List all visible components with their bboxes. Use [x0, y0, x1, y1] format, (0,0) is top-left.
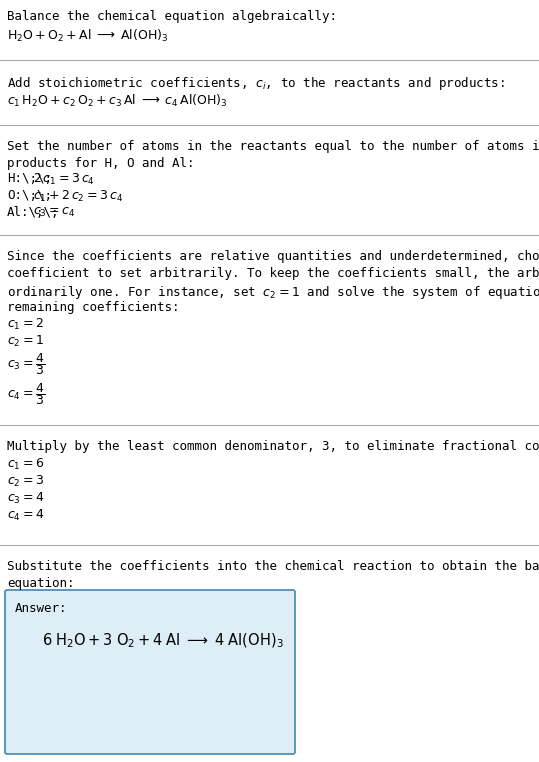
Text: H:\;\;: H:\;\; — [7, 172, 52, 185]
Text: $2\,c_1 = 3\,c_4$: $2\,c_1 = 3\,c_4$ — [33, 172, 95, 187]
FancyBboxPatch shape — [5, 590, 295, 754]
Text: $c_2 = 1$: $c_2 = 1$ — [7, 334, 44, 349]
Text: Set the number of atoms in the reactants equal to the number of atoms in the: Set the number of atoms in the reactants… — [7, 140, 539, 153]
Text: Balance the chemical equation algebraically:: Balance the chemical equation algebraica… — [7, 10, 337, 23]
Text: equation:: equation: — [7, 577, 74, 590]
Text: $c_2 = 3$: $c_2 = 3$ — [7, 474, 44, 489]
Text: Multiply by the least common denominator, 3, to eliminate fractional coefficient: Multiply by the least common denominator… — [7, 440, 539, 453]
Text: $6\;\mathrm{H_2O} + 3\;\mathrm{O_2} + 4\;\mathrm{Al}\;\longrightarrow\; 4\;\math: $6\;\mathrm{H_2O} + 3\;\mathrm{O_2} + 4\… — [42, 632, 284, 651]
Text: ordinarily one. For instance, set $c_2 = 1$ and solve the system of equations fo: ordinarily one. For instance, set $c_2 =… — [7, 284, 539, 301]
Text: $c_1 + 2\,c_2 = 3\,c_4$: $c_1 + 2\,c_2 = 3\,c_4$ — [33, 189, 123, 204]
Text: $c_3 = 4$: $c_3 = 4$ — [7, 491, 44, 506]
Text: $c_3 = c_4$: $c_3 = c_4$ — [33, 206, 75, 219]
Text: $\mathrm{H_2O + O_2 + Al} \;\longrightarrow\; \mathrm{Al(OH)_3}$: $\mathrm{H_2O + O_2 + Al} \;\longrightar… — [7, 28, 169, 44]
Text: products for H, O and Al:: products for H, O and Al: — [7, 157, 195, 170]
Text: Al:\;\;: Al:\;\; — [7, 206, 59, 219]
Text: O:\;\;: O:\;\; — [7, 189, 52, 202]
Text: $c_1\,\mathrm{H_2O} + c_2\,\mathrm{O_2} + c_3\,\mathrm{Al} \;\longrightarrow\; c: $c_1\,\mathrm{H_2O} + c_2\,\mathrm{O_2} … — [7, 93, 227, 109]
Text: Answer:: Answer: — [15, 602, 67, 615]
Text: $c_4 = 4$: $c_4 = 4$ — [7, 508, 44, 523]
Text: Substitute the coefficients into the chemical reaction to obtain the balanced: Substitute the coefficients into the che… — [7, 560, 539, 573]
Text: Add stoichiometric coefficients, $c_i$, to the reactants and products:: Add stoichiometric coefficients, $c_i$, … — [7, 75, 505, 92]
Text: remaining coefficients:: remaining coefficients: — [7, 301, 179, 314]
Text: $c_3 = \dfrac{4}{3}$: $c_3 = \dfrac{4}{3}$ — [7, 351, 45, 377]
Text: $c_1 = 6$: $c_1 = 6$ — [7, 457, 44, 472]
Text: Since the coefficients are relative quantities and underdetermined, choose a: Since the coefficients are relative quan… — [7, 250, 539, 263]
Text: $c_1 = 2$: $c_1 = 2$ — [7, 317, 44, 332]
Text: coefficient to set arbitrarily. To keep the coefficients small, the arbitrary va: coefficient to set arbitrarily. To keep … — [7, 267, 539, 280]
Text: $c_4 = \dfrac{4}{3}$: $c_4 = \dfrac{4}{3}$ — [7, 381, 45, 407]
